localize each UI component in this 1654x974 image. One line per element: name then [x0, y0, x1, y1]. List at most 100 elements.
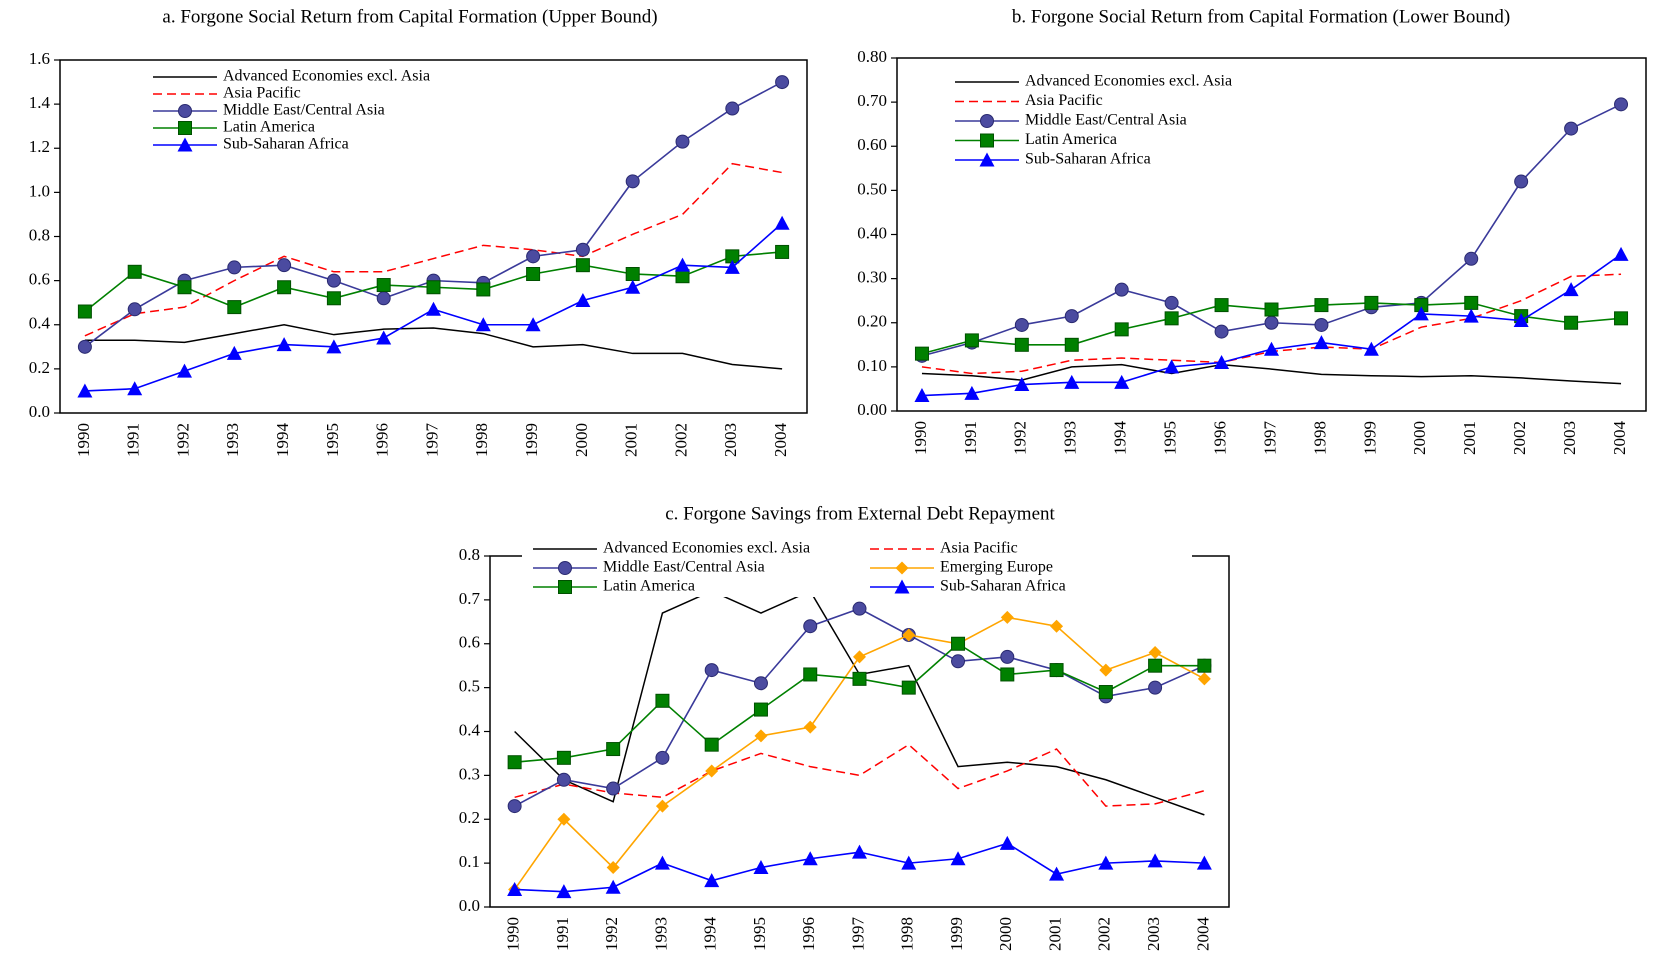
legend-label: Advanced Economies excl. Asia [603, 540, 810, 557]
y-tick-label: 0.70 [857, 91, 887, 110]
data-point [802, 851, 818, 866]
legend-marker [178, 121, 192, 135]
y-tick-label: 0.40 [857, 223, 887, 242]
data-point [326, 273, 341, 288]
legend-label: Sub-Saharan Africa [940, 578, 1066, 595]
panel: b. Forgone Social Return from Capital Fo… [857, 6, 1647, 456]
data-point [376, 330, 392, 345]
series-line [84, 323, 783, 370]
data-point [1148, 658, 1163, 673]
data-point [1164, 295, 1179, 310]
x-tick-label: 2004 [1193, 917, 1212, 952]
panel: a. Forgone Social Return from Capital Fo… [29, 6, 808, 458]
x-tick-label: 1995 [750, 917, 769, 951]
data-point [1463, 308, 1479, 323]
data-point [1564, 315, 1579, 330]
data-point [606, 861, 620, 875]
data-point [704, 873, 720, 888]
data-point [1050, 619, 1064, 633]
y-tick-label: 1.6 [29, 49, 50, 68]
data-point [1614, 311, 1629, 326]
x-tick-label: 1990 [504, 917, 523, 951]
data-point [803, 667, 818, 682]
data-point [675, 257, 690, 272]
x-tick-label: 1992 [173, 423, 192, 457]
data-point [1363, 341, 1379, 356]
x-tick-label: 2001 [1045, 917, 1064, 951]
x-tick-label: 2000 [996, 917, 1015, 951]
data-point [1114, 282, 1129, 297]
data-point [1214, 354, 1230, 369]
data-point [507, 881, 523, 896]
y-tick-label: 0.2 [459, 808, 480, 827]
data-point [77, 383, 93, 398]
data-point [1064, 374, 1080, 389]
data-point [1313, 335, 1329, 350]
x-tick-label: 1991 [124, 423, 143, 457]
y-tick-label: 0.6 [459, 633, 480, 652]
data-point [77, 304, 92, 319]
data-point [1164, 311, 1179, 326]
legend-marker [895, 561, 909, 575]
data-point [1196, 855, 1212, 870]
x-tick-label: 2004 [1610, 421, 1629, 456]
x-tick-label: 2002 [1095, 917, 1114, 951]
data-point [853, 650, 866, 664]
panel: c. Forgone Savings from External Debt Re… [459, 503, 1230, 952]
x-tick-label: 1999 [947, 917, 966, 951]
y-tick-label: 1.4 [29, 93, 51, 112]
data-point [526, 267, 541, 282]
data-point [426, 280, 441, 295]
data-point [1464, 251, 1479, 266]
legend-marker [894, 579, 910, 594]
data-point [556, 884, 572, 899]
data-point [525, 317, 541, 332]
data-point [1563, 282, 1579, 297]
series-line [514, 590, 1205, 816]
data-point [775, 244, 790, 259]
data-point [1264, 341, 1279, 356]
data-point [725, 101, 740, 116]
data-point [507, 799, 522, 814]
data-point [964, 385, 980, 400]
legend-marker [979, 152, 995, 167]
data-point [1148, 680, 1163, 695]
data-point [1000, 610, 1014, 624]
data-point [1513, 313, 1529, 328]
legend-label: Advanced Economies excl. Asia [223, 68, 430, 85]
x-tick-label: 1994 [273, 423, 292, 458]
chart-title: a. Forgone Social Return from Capital Fo… [162, 6, 657, 27]
data-point [1264, 302, 1279, 317]
x-tick-label: 1993 [651, 917, 670, 951]
x-tick-label: 2002 [671, 423, 690, 457]
legend-label: Latin America [223, 119, 315, 136]
x-tick-label: 1998 [1310, 421, 1329, 455]
chart-title: b. Forgone Social Return from Capital Fo… [1012, 6, 1510, 27]
y-tick-label: 0.50 [857, 179, 887, 198]
data-point [754, 729, 768, 743]
x-tick-label: 1997 [848, 917, 867, 952]
data-point [999, 835, 1015, 850]
data-point [507, 755, 522, 770]
data-point [1014, 337, 1029, 352]
data-point [1000, 667, 1015, 682]
data-point [177, 363, 192, 378]
data-point [1314, 317, 1329, 332]
data-point [127, 302, 142, 317]
data-point [557, 812, 571, 826]
data-point [1613, 246, 1629, 261]
x-tick-label: 1994 [1111, 421, 1130, 456]
legend-label: Asia Pacific [223, 85, 301, 102]
y-tick-label: 0.8 [29, 225, 50, 244]
series-line [514, 743, 1205, 807]
data-point [775, 75, 790, 90]
x-tick-label: 2003 [1560, 421, 1579, 455]
x-tick-label: 1991 [553, 917, 572, 951]
data-point [655, 693, 670, 708]
data-point [1148, 646, 1162, 660]
legend-label: Middle East/Central Asia [223, 102, 385, 119]
data-point [1014, 317, 1029, 332]
data-point [127, 264, 142, 279]
y-tick-label: 0.80 [857, 47, 887, 66]
data-point [951, 654, 966, 669]
